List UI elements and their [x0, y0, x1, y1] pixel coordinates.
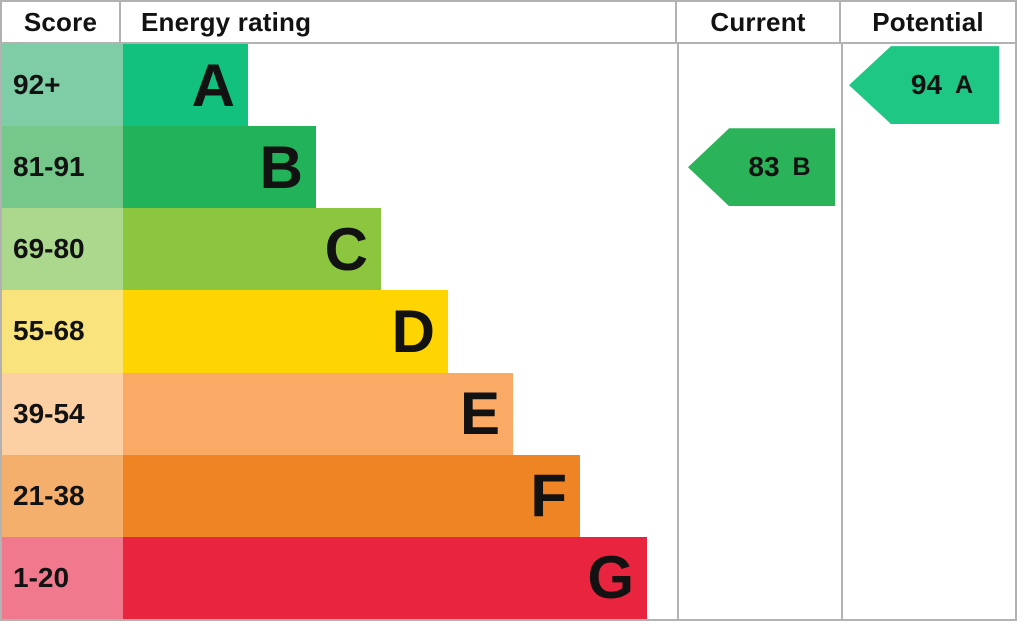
score-range-d: 55-68 — [2, 290, 123, 373]
rating-bar-e: E — [123, 372, 513, 455]
current-score-value: 83 — [748, 151, 780, 183]
rating-bar-g: G — [123, 536, 647, 619]
rating-bar-d: D — [123, 290, 448, 373]
score-range-e: 39-54 — [2, 372, 123, 455]
band-row-f: 21-38 F — [2, 454, 1015, 537]
current-grade-letter: B — [792, 152, 811, 181]
score-range-a: 92+ — [2, 44, 123, 127]
current-column-header: Current — [675, 2, 839, 42]
score-range-f: 21-38 — [2, 454, 123, 537]
score-column-header: Score — [2, 2, 121, 42]
rating-bands: 92+ A 94 A 81-91 B 83 B — [2, 44, 1015, 619]
band-row-g: 1-20 G — [2, 536, 1015, 619]
rating-bar-f: F — [123, 454, 580, 537]
score-range-c: 69-80 — [2, 208, 123, 291]
band-row-d: 55-68 D — [2, 290, 1015, 373]
current-rating-arrow: 83 B — [688, 128, 835, 207]
rating-bar-c: C — [123, 208, 381, 291]
energy-rating-column-header: Energy rating — [141, 6, 312, 37]
score-range-g: 1-20 — [2, 536, 123, 619]
potential-rating-arrow: 94 A — [849, 46, 999, 125]
potential-grade-letter: A — [955, 70, 974, 99]
band-row-b: 81-91 B 83 B — [2, 126, 1015, 209]
header-row: Score Energy rating Current Potential — [2, 2, 1015, 44]
rating-bar-a: A — [123, 44, 248, 127]
band-row-a: 92+ A 94 A — [2, 44, 1015, 127]
potential-score-value: 94 — [910, 69, 943, 101]
rating-bar-b: B — [123, 126, 316, 209]
potential-column-header: Potential — [839, 2, 1015, 42]
band-row-e: 39-54 E — [2, 372, 1015, 455]
score-range-b: 81-91 — [2, 126, 123, 209]
band-row-c: 69-80 C — [2, 208, 1015, 291]
